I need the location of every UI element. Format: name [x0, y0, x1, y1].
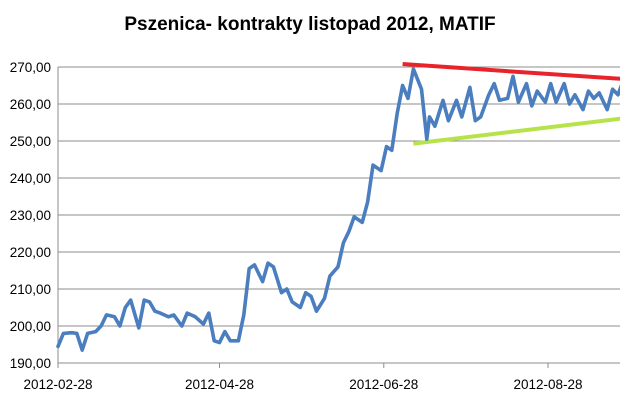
x-tick-label: 2012-08-28	[513, 377, 582, 392]
y-tick-label: 270,00	[10, 60, 51, 75]
x-tick-label: 2012-04-28	[185, 377, 254, 392]
y-tick-labels: 190,00 200,00 210,00 220,00 230,00 240,00 250,…	[10, 60, 51, 371]
series-layer	[56, 67, 620, 352]
y-tick-label: 200,00	[10, 319, 51, 334]
trendline-layer	[402, 62, 620, 146]
x-tick-label: 2012-02-28	[23, 377, 92, 392]
y-tick-label: 230,00	[10, 208, 51, 223]
grid-layer	[58, 66, 620, 327]
y-tick-label: 220,00	[10, 245, 51, 260]
trendline	[413, 116, 620, 146]
x-tick-labels: 2012-02-28 2012-04-28 2012-06-28 2012-08-28	[23, 377, 582, 392]
axis-layer	[57, 67, 620, 368]
y-tick-label: 210,00	[10, 282, 51, 297]
y-tick-label: 190,00	[10, 356, 51, 371]
y-tick-label: 260,00	[10, 97, 51, 112]
series-line	[56, 67, 620, 352]
x-tick-label: 2012-06-28	[349, 377, 418, 392]
y-tick-label: 240,00	[10, 171, 51, 186]
y-tick-label: 250,00	[10, 134, 51, 149]
trendline	[402, 62, 620, 81]
chart-title: Pszenica- kontrakty listopad 2012, MATIF	[124, 14, 496, 35]
